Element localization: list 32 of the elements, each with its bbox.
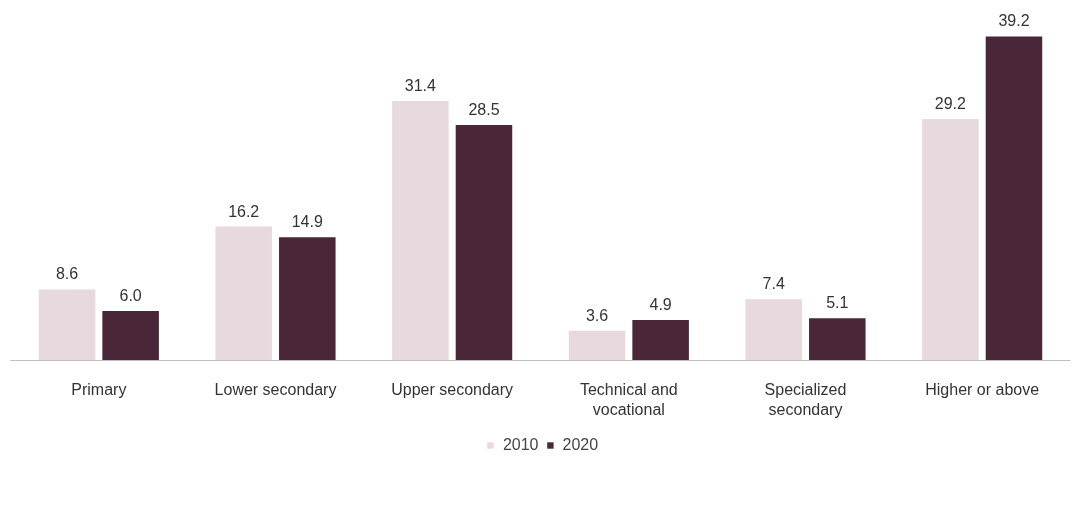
data-label: 31.4 bbox=[404, 76, 437, 94]
bar bbox=[38, 289, 96, 361]
bar bbox=[985, 36, 1043, 361]
data-label: 4.9 bbox=[649, 295, 672, 313]
bar bbox=[215, 226, 272, 361]
data-label: 3.6 bbox=[585, 306, 609, 324]
data-label: 8.6 bbox=[55, 265, 79, 283]
data-label: 14.9 bbox=[291, 213, 323, 231]
x-tick-label: Technical and vocational bbox=[579, 380, 678, 418]
bar bbox=[922, 119, 979, 361]
data-label: 5.1 bbox=[826, 294, 849, 312]
legend-label: 2020 bbox=[562, 436, 599, 454]
data-label: 16.2 bbox=[228, 202, 260, 220]
bar bbox=[102, 310, 159, 361]
bar bbox=[809, 318, 866, 361]
x-tick-label: Higher or above bbox=[925, 380, 1040, 398]
data-label: 6.0 bbox=[119, 286, 142, 304]
bar bbox=[455, 124, 513, 361]
bar bbox=[632, 319, 689, 361]
legend-label: 2010 bbox=[502, 436, 539, 454]
data-label: 39.2 bbox=[998, 12, 1030, 30]
bar bbox=[568, 330, 626, 361]
bar bbox=[745, 299, 802, 361]
bar bbox=[279, 237, 336, 361]
x-tick-label: Upper secondary bbox=[391, 380, 514, 398]
x-tick-label: Primary bbox=[71, 380, 127, 398]
data-label: 28.5 bbox=[468, 100, 500, 118]
bar bbox=[392, 100, 449, 361]
x-tick-label: Lower secondary bbox=[214, 380, 337, 398]
data-label: 29.2 bbox=[934, 95, 967, 113]
data-label: 7.4 bbox=[762, 275, 785, 293]
x-tick-label: Specialized secondary bbox=[764, 380, 847, 418]
